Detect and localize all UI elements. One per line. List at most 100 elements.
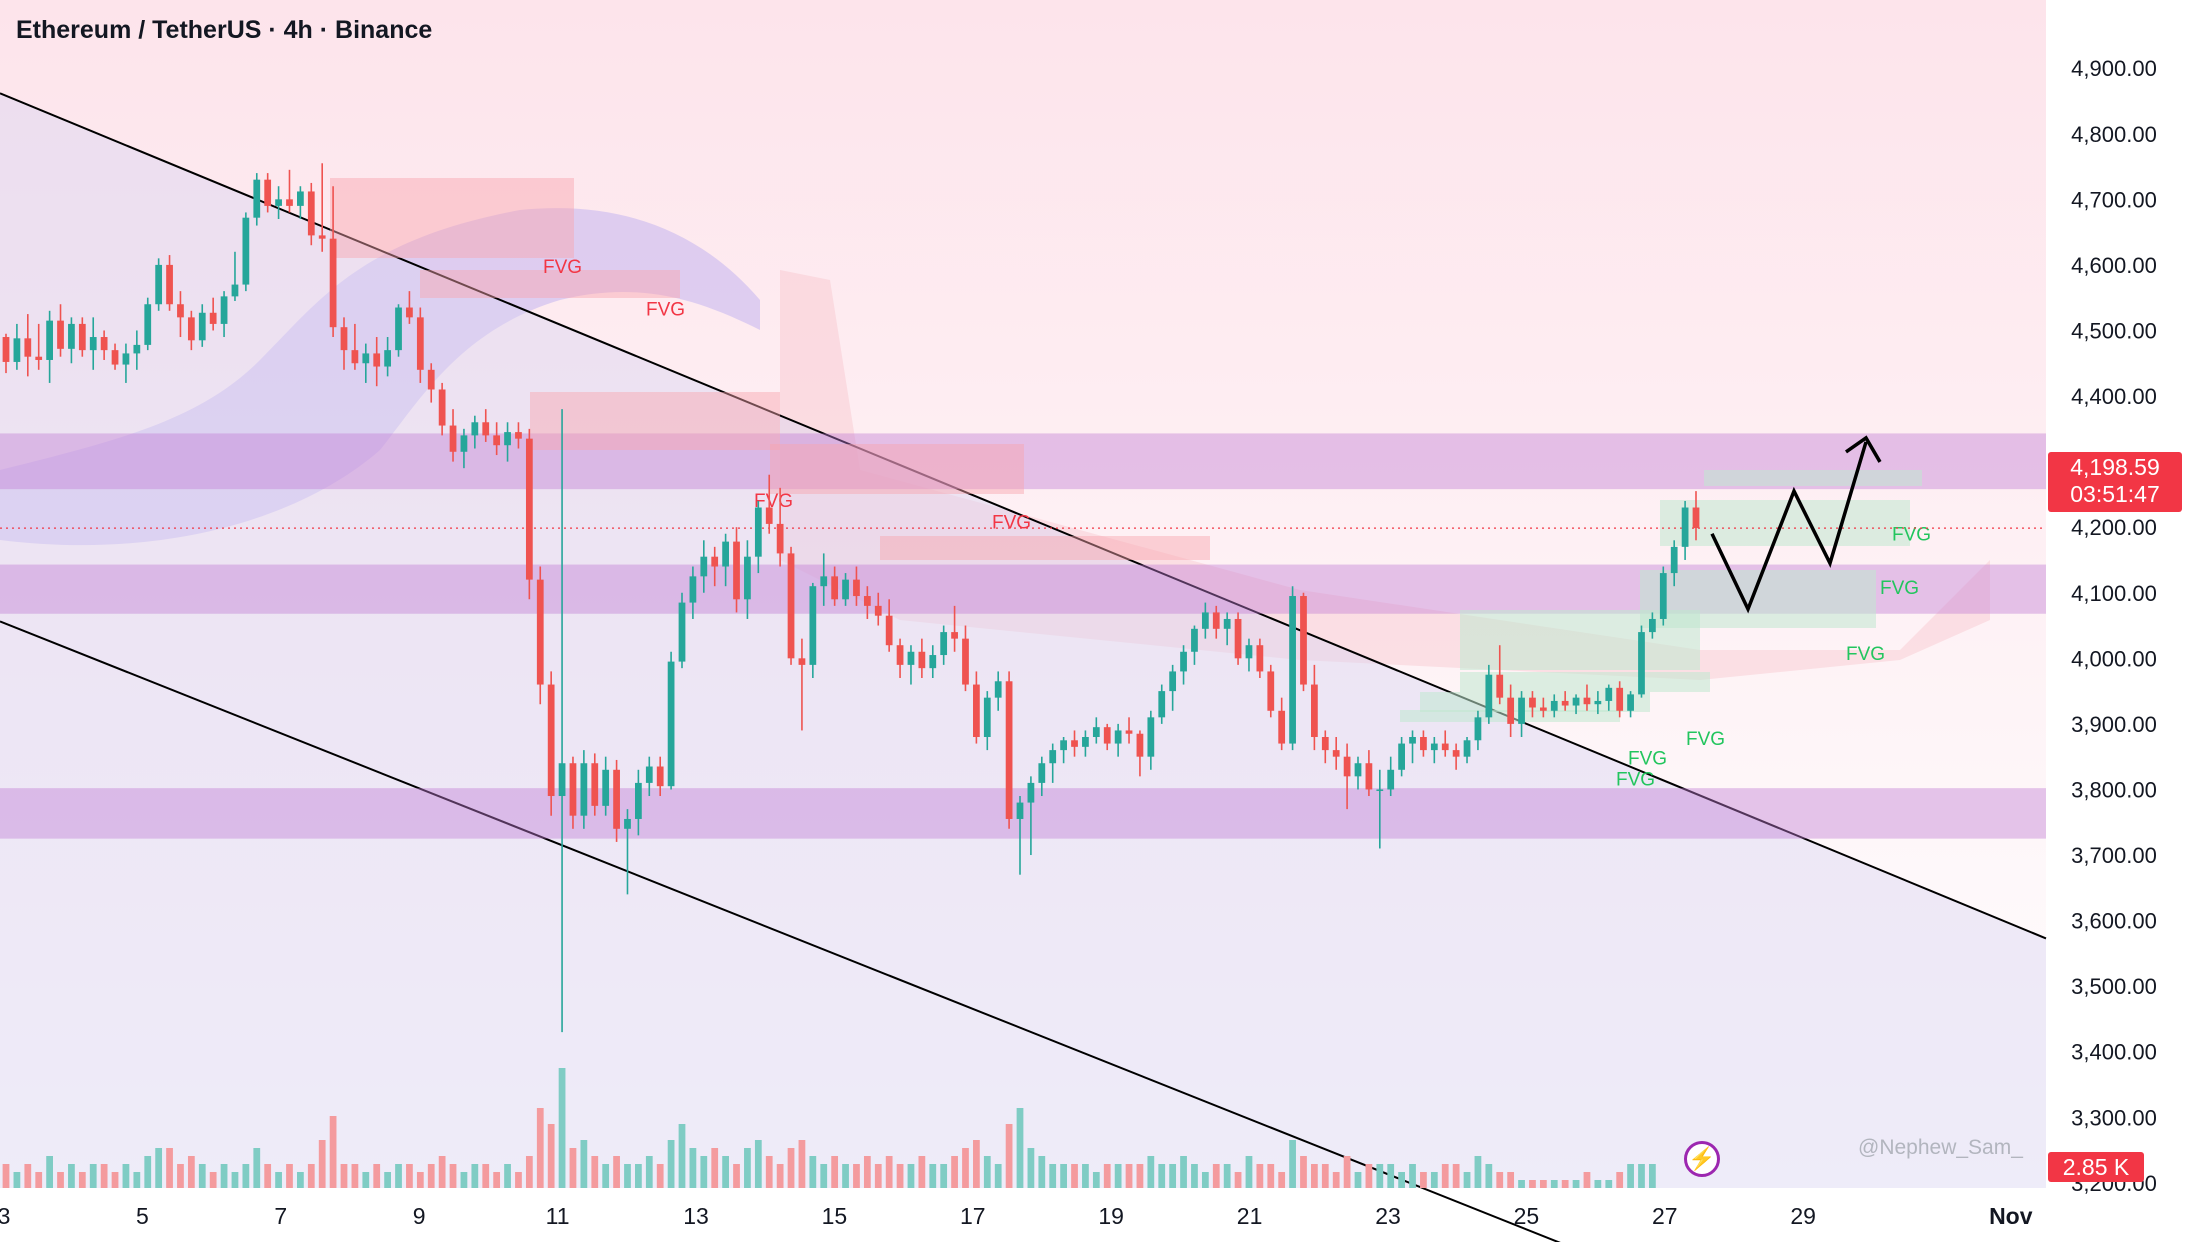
price-axis[interactable]: 4,900.00 4,800.00 4,700.00 4,600.00 4,500.00…: [2071, 56, 2157, 1196]
price-tick-label: 4,400.00: [2071, 384, 2157, 409]
candle-body: [820, 576, 828, 587]
candle: [275, 186, 282, 220]
candle-body: [1627, 694, 1634, 711]
volume-bar: [591, 1156, 599, 1188]
candle: [787, 546, 795, 665]
candle: [602, 756, 610, 816]
candle-body: [133, 344, 141, 354]
candle-body: [951, 632, 958, 639]
candle-body: [733, 541, 740, 600]
candle-body: [1223, 618, 1231, 629]
volume-bar: [1147, 1156, 1155, 1188]
candle: [1125, 717, 1133, 744]
time-tick-label: 19: [1098, 1203, 1124, 1229]
volume-bar: [1289, 1140, 1296, 1188]
candle: [962, 625, 969, 692]
volume-bar: [1594, 1180, 1602, 1188]
candle-body: [1103, 727, 1111, 744]
candle-body: [1572, 697, 1580, 706]
candle: [307, 182, 315, 246]
volume-bar: [885, 1156, 893, 1188]
candle-body: [1289, 596, 1296, 744]
volume-value-tag: 2.85 K: [2048, 1152, 2144, 1182]
time-axis[interactable]: 3 5 7 9 11 13 15 17 19 21 23 25 27 29 Nov: [0, 1203, 2033, 1229]
volume-bar: [1125, 1164, 1133, 1188]
volume-bar: [318, 1140, 326, 1188]
candle-body: [351, 350, 359, 364]
candle-body: [1441, 743, 1449, 751]
volume-bar: [329, 1116, 337, 1188]
candle: [1332, 737, 1340, 770]
volume-bar: [896, 1164, 904, 1188]
candle-body: [493, 435, 501, 446]
candle-body: [962, 638, 969, 685]
candle: [1234, 612, 1242, 665]
candle: [863, 586, 871, 619]
candle: [155, 258, 163, 311]
volume-bar: [700, 1156, 708, 1188]
volume-bar: [776, 1164, 784, 1188]
volume-bar: [122, 1164, 130, 1188]
volume-bar: [100, 1164, 108, 1188]
volume-bar: [1092, 1172, 1100, 1188]
volume-bar: [166, 1148, 173, 1188]
price-tick-label: 4,700.00: [2071, 187, 2157, 212]
volume-bar: [242, 1164, 250, 1188]
candle-body: [613, 769, 620, 829]
price-tick-label: 4,500.00: [2071, 318, 2157, 343]
fvg-label: FVG: [1686, 729, 1725, 750]
candle: [1300, 592, 1307, 692]
candle-body: [1496, 674, 1504, 698]
candle: [111, 343, 119, 370]
lightning-icon[interactable]: ⚡: [1684, 1141, 1720, 1177]
volume-bar: [624, 1164, 631, 1188]
volume-bar: [536, 1108, 544, 1188]
candle: [286, 169, 293, 213]
candle-body: [983, 697, 991, 738]
candle: [329, 186, 337, 338]
candle-body: [384, 350, 391, 367]
time-tick-label: 23: [1375, 1203, 1401, 1229]
volume-bar: [1267, 1164, 1275, 1188]
candle-body: [1082, 737, 1089, 747]
candle: [78, 317, 86, 357]
candle-body: [515, 432, 522, 439]
candle: [1452, 743, 1460, 770]
candle-body: [177, 304, 184, 318]
volume-bar: [1300, 1156, 1307, 1188]
candle: [1354, 756, 1362, 790]
candle-body: [765, 507, 773, 524]
candle: [1387, 756, 1395, 797]
volume-bar: [264, 1164, 272, 1188]
candle-body: [1343, 756, 1351, 777]
candle-body: [24, 338, 32, 357]
volume-bar: [1027, 1148, 1035, 1188]
candle: [831, 566, 839, 606]
candle: [1485, 664, 1493, 724]
volume-bar: [78, 1172, 86, 1188]
candle-body: [46, 320, 53, 360]
volume-bar: [1060, 1164, 1067, 1188]
candle-body: [122, 353, 130, 365]
candle-body: [896, 645, 904, 665]
candle-body: [449, 425, 457, 452]
volume-bar: [678, 1124, 686, 1188]
candle-body: [329, 238, 337, 328]
candle-body: [1071, 740, 1078, 747]
candle-body: [1212, 612, 1220, 629]
candle-body: [1452, 750, 1460, 757]
candle-body: [1060, 740, 1067, 751]
volume-bar: [416, 1172, 424, 1188]
candle-body: [166, 264, 173, 305]
volume-bar: [406, 1164, 413, 1188]
volume-bar: [504, 1164, 511, 1188]
price-tick-label: 3,300.00: [2071, 1105, 2157, 1130]
candle: [1343, 743, 1351, 810]
volume-bar: [1212, 1164, 1220, 1188]
candle: [624, 809, 631, 895]
candle: [1092, 717, 1100, 744]
fvg-box: [530, 392, 780, 450]
volume-bar: [1452, 1164, 1460, 1188]
